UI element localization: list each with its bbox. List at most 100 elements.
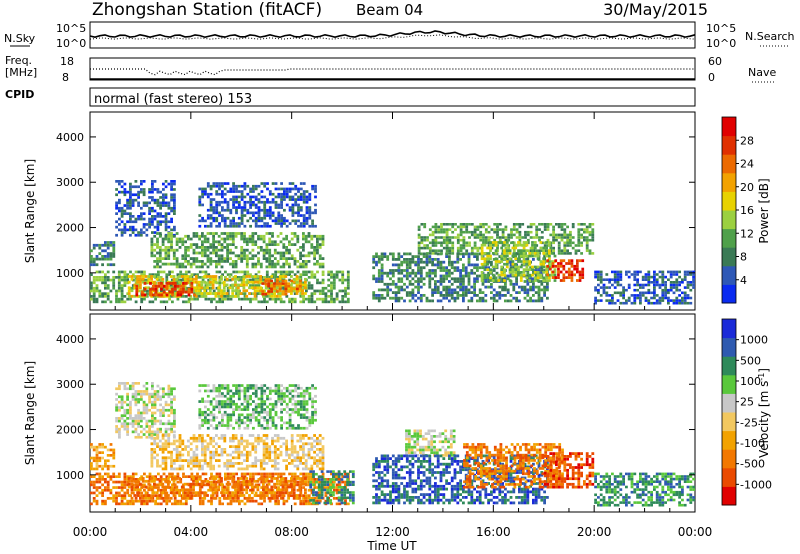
power-cell — [482, 223, 485, 226]
power-cell — [259, 248, 263, 252]
velocity-cell — [221, 486, 224, 489]
power-cell — [608, 294, 611, 297]
power-cell — [299, 192, 303, 196]
power-cell — [198, 260, 201, 263]
velocity-cell — [173, 499, 177, 503]
power-cell — [465, 249, 469, 252]
power-cell — [161, 262, 165, 266]
power-cell — [211, 286, 215, 290]
power-cell — [431, 241, 435, 245]
velocity-cell — [204, 483, 208, 487]
power-cell — [619, 283, 623, 287]
power-cell — [627, 286, 631, 289]
power-cell — [423, 223, 427, 226]
velocity-cell — [164, 408, 168, 412]
power-cell — [117, 270, 121, 274]
velocity-cell — [153, 400, 157, 404]
power-cell — [164, 251, 168, 255]
power-cell — [440, 252, 443, 255]
power-cell — [321, 262, 325, 266]
power-cell — [268, 208, 272, 212]
power-cell — [198, 198, 202, 201]
power-cell — [479, 233, 483, 237]
power-cell — [112, 252, 116, 255]
power-cell — [276, 294, 279, 298]
power-cell — [209, 214, 213, 217]
power-cell — [644, 275, 648, 279]
power-cell — [664, 281, 667, 284]
power-cell — [164, 193, 168, 197]
velocity-cell — [134, 392, 138, 396]
power-cell — [182, 278, 185, 282]
power-cell — [302, 246, 305, 249]
velocity-cell — [161, 496, 165, 500]
power-cell — [150, 277, 153, 281]
power-cell — [448, 238, 452, 242]
velocity-cell — [221, 502, 224, 506]
power-cell — [304, 237, 308, 241]
power-cell — [523, 280, 527, 283]
power-cell — [92, 263, 96, 267]
velocity-cell — [153, 392, 157, 396]
velocity-cell — [104, 478, 107, 481]
velocity-cell — [170, 398, 173, 401]
power-cell — [476, 233, 480, 237]
power-cell — [265, 273, 269, 276]
power-cell — [129, 217, 132, 221]
power-cell — [448, 228, 452, 231]
power-cell — [273, 265, 277, 269]
power-cell — [314, 187, 317, 191]
power-cell — [686, 283, 690, 287]
power-cell — [232, 276, 236, 279]
power-cell — [386, 274, 390, 278]
power-cell — [189, 262, 193, 266]
power-cell — [540, 241, 544, 245]
power-cell — [478, 291, 482, 294]
power-cell — [310, 243, 314, 246]
power-cell — [189, 275, 193, 278]
velocity-cell — [251, 472, 255, 476]
power-cell — [526, 280, 530, 283]
power-cell — [597, 288, 600, 292]
power-cell — [160, 281, 163, 285]
power-cell — [540, 230, 544, 234]
power-cell — [501, 285, 504, 289]
power-cell — [134, 281, 138, 285]
power-cell — [209, 222, 213, 225]
velocity-cell — [165, 499, 169, 503]
velocity-cell — [151, 411, 154, 415]
velocity-cell — [123, 419, 127, 423]
power-cell — [237, 224, 241, 228]
power-cell — [403, 269, 406, 272]
power-cell — [434, 285, 437, 289]
velocity-cell — [112, 475, 116, 478]
power-cell — [235, 224, 238, 228]
power-cell — [451, 246, 455, 250]
power-cell — [599, 299, 603, 302]
power-cell — [570, 279, 574, 282]
power-cell — [290, 254, 294, 258]
power-cell — [419, 285, 423, 289]
power-cell — [571, 225, 575, 229]
velocity-cell — [271, 472, 275, 476]
velocity-cell — [240, 499, 244, 503]
velocity-cell — [164, 392, 168, 396]
velocity-cell — [210, 502, 213, 506]
power-cell — [222, 289, 226, 293]
power-cell — [296, 290, 299, 293]
power-cell — [278, 284, 282, 288]
power-cell — [459, 252, 462, 256]
noise-tick-bottom: 10^0 — [56, 37, 86, 50]
power-cell — [524, 230, 527, 234]
power-cell — [655, 294, 659, 297]
power-cell — [505, 260, 509, 263]
power-cell — [377, 274, 381, 278]
power-cell — [140, 228, 143, 232]
power-cell — [321, 265, 325, 269]
velocity-cell — [130, 479, 134, 483]
power-cell — [175, 240, 179, 244]
power-cell — [594, 299, 597, 302]
power-cell — [243, 182, 247, 185]
power-cell — [193, 297, 197, 301]
power-cell — [140, 188, 143, 191]
